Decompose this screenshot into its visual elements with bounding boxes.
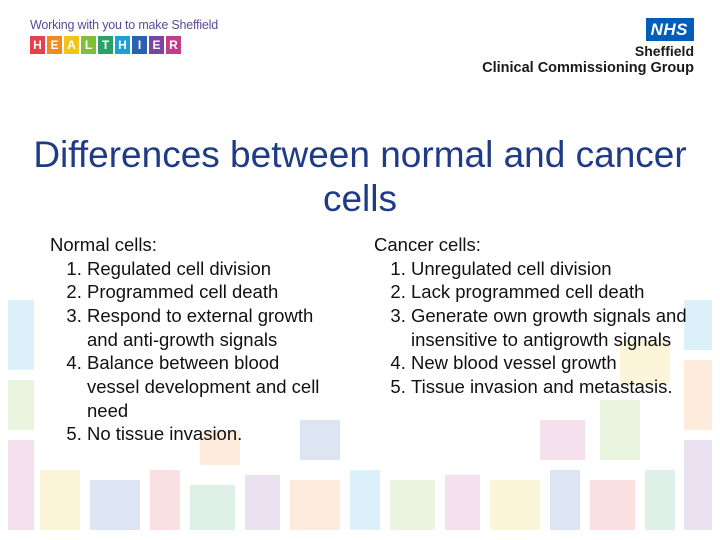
list-item: Tissue invasion and metastasis. — [411, 375, 704, 399]
list-item: Programmed cell death — [87, 280, 335, 304]
tile — [8, 440, 34, 530]
tile — [620, 340, 670, 385]
normal-cells-heading: Normal cells: — [50, 234, 157, 255]
list-item: Unregulated cell division — [411, 257, 704, 281]
tile — [245, 475, 280, 530]
tile — [684, 300, 712, 350]
list-item: Respond to external growth and anti-grow… — [87, 304, 335, 351]
tile — [550, 470, 580, 530]
list-item: Generate own growth signals and insensit… — [411, 304, 704, 351]
list-item: New blood vessel growth — [411, 351, 704, 375]
tile — [600, 400, 640, 460]
brand-letter: T — [98, 36, 113, 54]
tile — [540, 420, 585, 460]
tile — [8, 380, 34, 430]
brand-letter: E — [47, 36, 62, 54]
tile — [40, 470, 80, 530]
brand-letter: E — [149, 36, 164, 54]
tile — [200, 430, 240, 465]
brand-tagline: Working with you to make Sheffield — [30, 18, 218, 32]
list-item: Balance between blood vessel development… — [87, 351, 335, 422]
tile — [445, 475, 480, 530]
normal-cells-list: Regulated cell division Programmed cell … — [50, 257, 335, 446]
brand-letter: H — [30, 36, 45, 54]
cancer-cells-list: Unregulated cell division Lack programme… — [374, 257, 704, 399]
tile — [90, 480, 140, 530]
brand-letter: I — [132, 36, 147, 54]
nhs-badge: NHS — [645, 18, 694, 41]
nhs-group-name: Clinical Commissioning Group — [482, 59, 694, 76]
tile — [190, 485, 235, 530]
normal-cells-column: Normal cells: Regulated cell division Pr… — [50, 233, 335, 446]
cancer-cells-column: Cancer cells: Unregulated cell division … — [374, 233, 704, 399]
nhs-org-name: Sheffield — [634, 43, 694, 59]
cancer-cells-heading: Cancer cells: — [374, 234, 481, 255]
tile — [684, 440, 712, 530]
list-item: Lack programmed cell death — [411, 280, 704, 304]
tile — [590, 480, 635, 530]
tile — [684, 360, 712, 430]
tile — [150, 470, 180, 530]
list-item: Regulated cell division — [87, 257, 335, 281]
tile — [490, 480, 540, 530]
tile — [390, 480, 435, 530]
brand-letter: A — [64, 36, 79, 54]
tile — [645, 470, 675, 530]
nhs-sheffield-ccg-logo: NHS Sheffield Clinical Commissioning Gro… — [482, 18, 694, 76]
tile — [290, 480, 340, 530]
brand-letter: L — [81, 36, 96, 54]
slide-title: Differences between normal and cancer ce… — [33, 133, 687, 220]
tile — [300, 420, 340, 460]
tile — [8, 300, 34, 370]
tile — [350, 470, 380, 530]
list-item: No tissue invasion. — [87, 422, 335, 446]
brand-letter: R — [166, 36, 181, 54]
brand-letter: H — [115, 36, 130, 54]
